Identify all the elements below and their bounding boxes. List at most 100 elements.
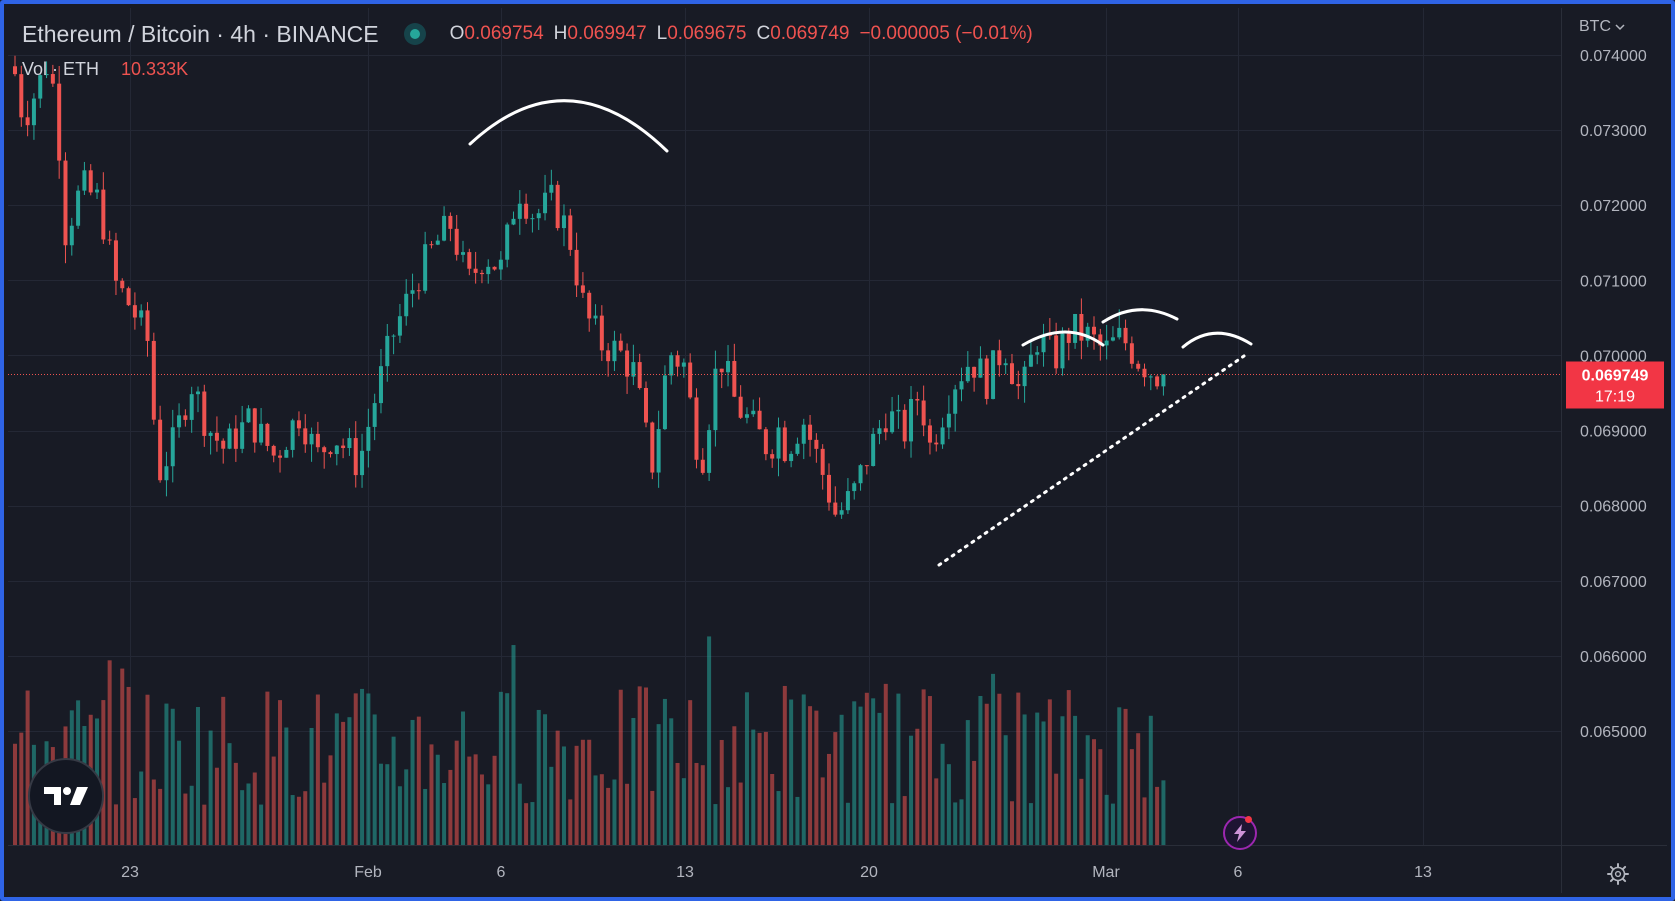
candle[interactable] (385, 335, 390, 367)
volume-bar[interactable] (1016, 692, 1021, 845)
volume-bar[interactable] (726, 787, 731, 845)
candle[interactable] (1085, 326, 1090, 341)
candle[interactable] (833, 502, 838, 515)
candle[interactable] (1009, 363, 1014, 385)
volume-bar[interactable] (984, 703, 989, 845)
candle[interactable] (158, 419, 163, 481)
candle[interactable] (694, 397, 699, 460)
candle[interactable] (719, 368, 724, 373)
candle[interactable] (808, 424, 813, 440)
candle[interactable] (139, 310, 144, 318)
candle[interactable] (1079, 313, 1084, 341)
candle[interactable] (309, 433, 314, 445)
volume-bar[interactable] (498, 691, 503, 845)
volume-bar[interactable] (978, 695, 983, 845)
candle[interactable] (1136, 363, 1141, 369)
candle[interactable] (404, 293, 409, 317)
volume-bar[interactable] (479, 774, 484, 845)
candle[interactable] (801, 424, 806, 444)
volume-bar[interactable] (145, 694, 150, 845)
candle[interactable] (959, 381, 964, 390)
volume-bar[interactable] (801, 694, 806, 845)
candle[interactable] (13, 66, 17, 75)
volume-bar[interactable] (296, 796, 301, 845)
candle[interactable] (290, 420, 295, 450)
candle[interactable] (107, 239, 112, 241)
tradingview-logo-icon[interactable] (28, 758, 104, 834)
volume-bar[interactable] (442, 783, 447, 845)
candle[interactable] (568, 215, 573, 250)
candle[interactable] (429, 244, 434, 246)
candle[interactable] (555, 184, 560, 229)
volume-bar[interactable] (631, 717, 636, 845)
currency-selector[interactable]: BTC (1579, 18, 1625, 36)
volume-bar[interactable] (448, 769, 453, 845)
volume-bar[interactable] (997, 693, 1002, 845)
volume-bar[interactable] (1092, 739, 1097, 845)
volume-bar[interactable] (385, 764, 390, 845)
drawing-trendline[interactable] (937, 354, 1246, 567)
candle[interactable] (195, 391, 200, 395)
candle[interactable] (322, 447, 327, 453)
candle[interactable] (214, 432, 219, 441)
candle[interactable] (113, 240, 118, 281)
volume-bar[interactable] (921, 689, 926, 845)
candle[interactable] (744, 414, 749, 418)
volume-bar[interactable] (688, 700, 693, 845)
candle[interactable] (599, 315, 604, 351)
candle[interactable] (839, 510, 844, 515)
volume-bar[interactable] (284, 727, 289, 845)
candle[interactable] (227, 428, 232, 449)
candle[interactable] (713, 368, 718, 431)
candle[interactable] (1066, 333, 1071, 343)
candle[interactable] (378, 366, 383, 404)
volume-bar[interactable] (890, 803, 895, 845)
volume-bar[interactable] (1110, 803, 1115, 845)
candle[interactable] (1110, 337, 1115, 341)
volume-bar[interactable] (530, 802, 535, 845)
candle[interactable] (303, 428, 308, 445)
volume-bar[interactable] (845, 802, 850, 845)
candle[interactable] (700, 459, 705, 473)
volume-bar[interactable] (240, 790, 245, 845)
volume-bar[interactable] (366, 693, 371, 845)
symbol-title[interactable]: Ethereum / Bitcoin · 4h · BINANCE (22, 20, 379, 47)
candle[interactable] (410, 290, 415, 294)
volume-bar[interactable] (972, 760, 977, 845)
volume-bar[interactable] (454, 740, 459, 845)
volume-bar[interactable] (864, 692, 869, 845)
candle[interactable] (770, 454, 775, 459)
volume-bar[interactable] (902, 796, 907, 845)
candle[interactable] (820, 448, 825, 475)
candle[interactable] (372, 403, 377, 427)
volume-bar[interactable] (195, 707, 200, 845)
candle[interactable] (738, 396, 743, 418)
candle[interactable] (561, 215, 566, 229)
candle[interactable] (246, 408, 251, 423)
candle[interactable] (795, 443, 800, 454)
volume-bar[interactable] (883, 683, 888, 845)
volume-bar[interactable] (202, 804, 207, 845)
volume-bar[interactable] (290, 795, 295, 845)
candle[interactable] (50, 74, 55, 84)
volume-bar[interactable] (126, 686, 131, 845)
volume-bar[interactable] (568, 799, 573, 845)
candle[interactable] (991, 350, 996, 399)
candle[interactable] (1142, 368, 1147, 378)
candle[interactable] (315, 433, 320, 448)
candle[interactable] (189, 394, 194, 420)
volume-bar[interactable] (378, 763, 383, 845)
candle[interactable] (984, 358, 989, 399)
candle[interactable] (278, 455, 283, 458)
candle[interactable] (296, 420, 301, 429)
candle[interactable] (511, 218, 516, 225)
volume-bar[interactable] (839, 714, 844, 845)
volume-bar[interactable] (183, 793, 188, 845)
volume-bar[interactable] (1085, 735, 1090, 845)
candle[interactable] (95, 189, 100, 193)
volume-bar[interactable] (1022, 714, 1027, 845)
candle[interactable] (921, 400, 926, 426)
candle[interactable] (486, 266, 491, 275)
candle[interactable] (448, 215, 453, 229)
volume-bar[interactable] (486, 784, 491, 845)
